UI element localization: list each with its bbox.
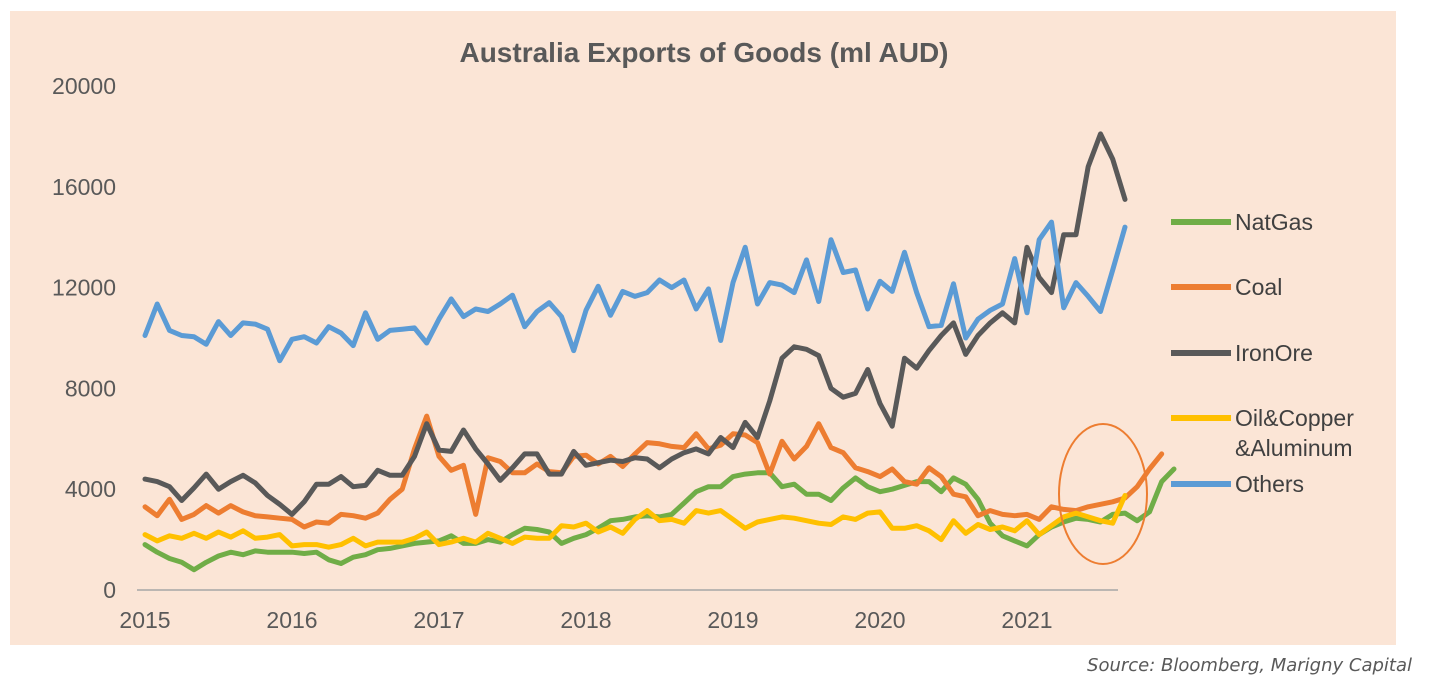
series-lines	[142, 131, 1177, 573]
x-tick-label: 2017	[413, 607, 464, 633]
series-line-coal	[142, 413, 1165, 530]
legend: NatGas Coal IronOre Oil&Copper &Aluminum Othe…	[1171, 209, 1354, 497]
source-note: Source: Bloomberg, Marigny Capital	[1087, 655, 1412, 676]
legend-label: Coal	[1235, 274, 1282, 300]
y-tick-label: 8000	[65, 375, 116, 401]
y-tick-labels: 0 4000 8000 12000 16000 20000	[52, 73, 116, 603]
highlight-circle	[1058, 423, 1148, 565]
y-tick-label: 16000	[52, 174, 116, 200]
y-tick-label: 4000	[65, 476, 116, 502]
legend-label: NatGas	[1235, 209, 1313, 235]
series-line-ironore	[142, 131, 1128, 517]
x-tick-label: 2019	[707, 607, 758, 633]
legend-label: Others	[1235, 471, 1304, 497]
series-line-natgas	[142, 466, 1177, 573]
x-tick-label: 2021	[1001, 607, 1052, 633]
x-tick-labels: 2015 2016 2017 2018 2019 2020 2021	[119, 607, 1052, 633]
series-line-others	[142, 219, 1128, 364]
y-tick-label: 20000	[52, 73, 116, 99]
line-chart: Australia Exports of Goods (ml AUD) 0 400…	[52, 37, 1354, 633]
legend-label: IronOre	[1235, 340, 1313, 366]
chart-title: Australia Exports of Goods (ml AUD)	[459, 37, 948, 68]
x-tick-label: 2015	[119, 607, 170, 633]
y-tick-label: 0	[103, 577, 116, 603]
x-tick-label: 2020	[854, 607, 905, 633]
x-tick-label: 2016	[266, 607, 317, 633]
x-tick-label: 2018	[560, 607, 611, 633]
y-tick-label: 12000	[52, 275, 116, 301]
series-line-oil-copper	[142, 493, 1128, 550]
legend-label: Oil&Copper &Aluminum	[1235, 405, 1354, 461]
chart-panel: Australia Exports of Goods (ml AUD) 0 400…	[10, 11, 1396, 645]
